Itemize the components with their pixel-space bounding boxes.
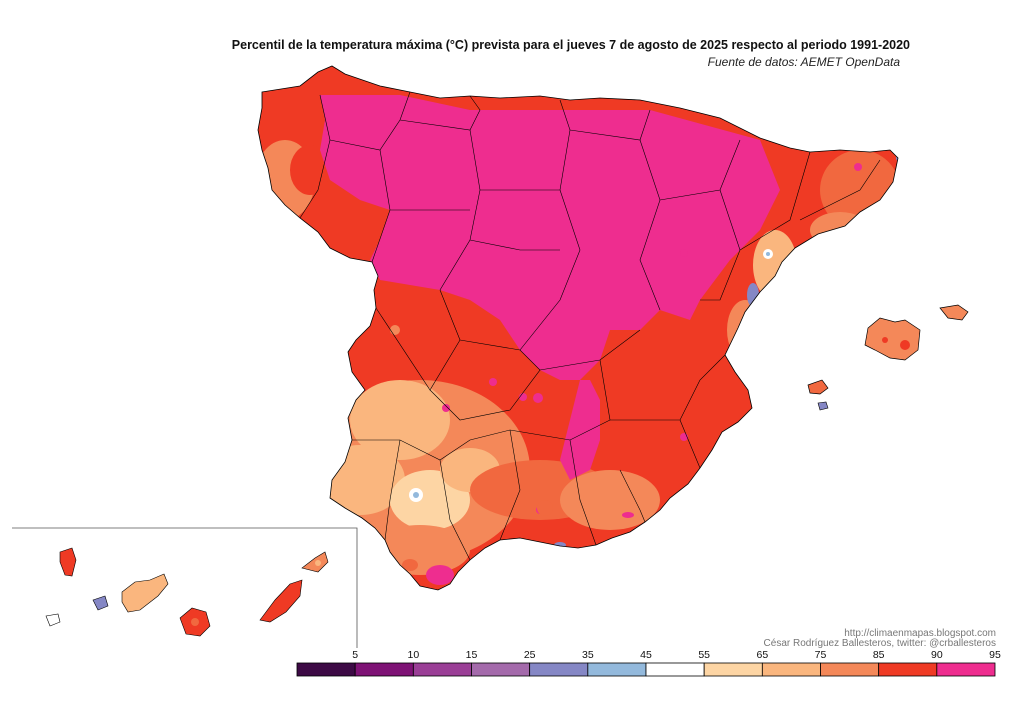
blog-credit: http://climaenmapas.blogspot.com [844, 628, 996, 639]
legend-swatch [412, 662, 472, 677]
balearic-islands [807, 304, 969, 411]
legend-tick-label: 90 [931, 649, 943, 661]
legend-tick-label: 65 [756, 649, 768, 661]
legend-tick-label: 95 [989, 649, 1001, 661]
legend-swatch [296, 662, 356, 677]
legend-tick-label: 15 [466, 649, 478, 661]
legend-colorbar: 5 10 15 25 35 45 55 65 75 85 90 95 [296, 649, 1001, 677]
legend-tick-label: 25 [524, 649, 536, 661]
province-borders [299, 91, 881, 561]
legend-tick-label: 85 [873, 649, 885, 661]
mainland-spain [257, 65, 899, 591]
legend-tick-label: 75 [815, 649, 827, 661]
legend-tick-label: 10 [407, 649, 419, 661]
legend-tick-label: 35 [582, 649, 594, 661]
canary-islands-inset [12, 527, 358, 648]
legend-swatch [820, 662, 880, 677]
legend-swatch [587, 662, 647, 677]
legend-tick-label: 55 [698, 649, 710, 661]
legend-swatch [354, 662, 414, 677]
data-source: Fuente de datos: AEMET OpenData [707, 55, 900, 69]
legend-swatch [703, 662, 763, 677]
legend-tick-label: 45 [640, 649, 652, 661]
legend-tick-label: 5 [352, 649, 358, 661]
legend-swatch [529, 662, 589, 677]
map-title: Percentil de la temperatura máxima (°C) … [231, 38, 910, 52]
author-credit: César Rodríguez Ballesteros, twitter: @c… [763, 638, 996, 649]
legend-swatch [878, 662, 938, 677]
legend-swatch [645, 662, 705, 677]
legend-swatch [761, 662, 821, 677]
legend-swatch [936, 662, 996, 677]
legend-swatch [471, 662, 531, 677]
